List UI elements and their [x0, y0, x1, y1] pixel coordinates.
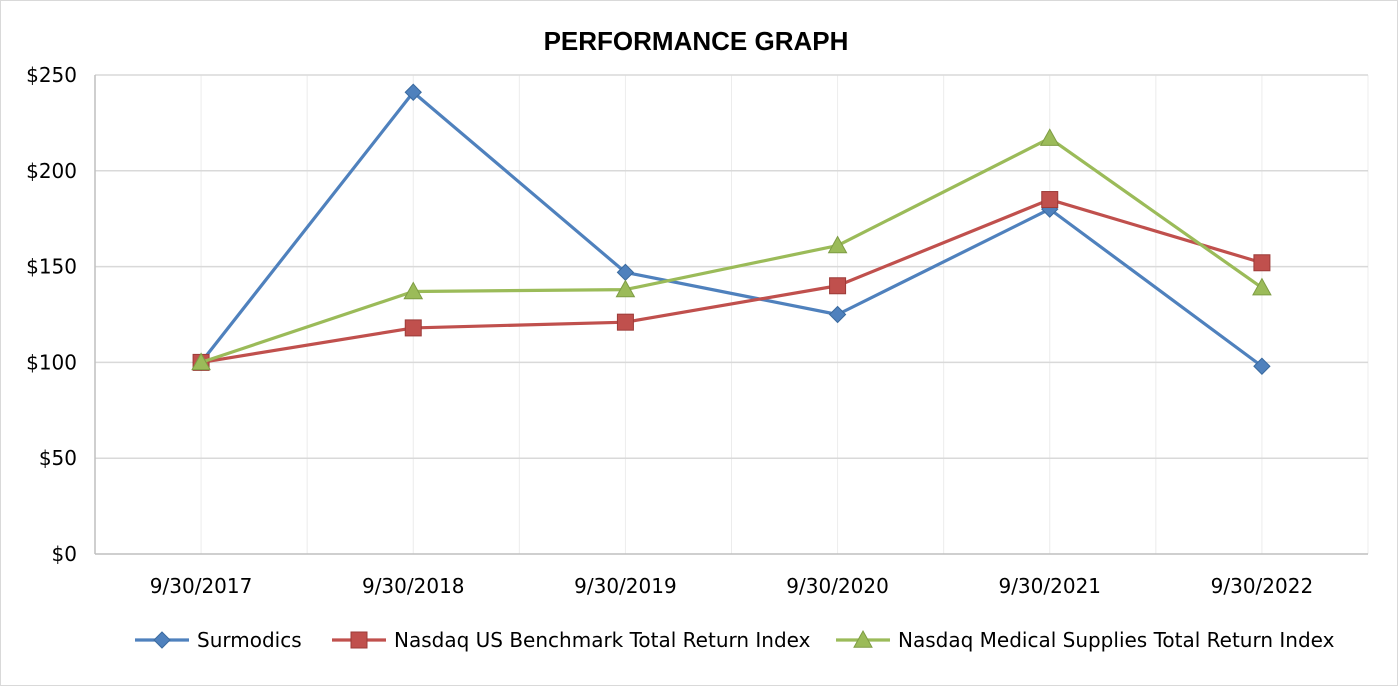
data-point-marker: [616, 313, 634, 331]
legend-entry: Surmodics: [135, 628, 302, 652]
y-tick-label: $50: [39, 446, 77, 470]
data-point-marker: [404, 319, 422, 337]
data-point-marker: [1041, 191, 1059, 209]
data-point-marker: [827, 235, 848, 254]
legend-entry: Nasdaq US Benchmark Total Return Index: [332, 628, 811, 652]
data-point-marker: [1039, 128, 1060, 146]
legend-marker: [350, 631, 368, 649]
series-triangle: [191, 128, 1272, 371]
y-tick-label: $100: [26, 350, 77, 374]
y-tick-label: $200: [26, 159, 77, 183]
legend: Surmodics Nasdaq US Benchmark Total Retur…: [135, 628, 1335, 652]
series-line: [199, 90, 1263, 368]
x-tick-label: 9/30/2019: [574, 574, 677, 598]
data-point-marker: [404, 83, 422, 101]
data-point-marker: [828, 305, 847, 324]
x-tick-label: 9/30/2021: [998, 574, 1101, 598]
axes: $0 $50 $100 $150 $200 $250 9/30/2017 9/30/2018 9…: [26, 63, 1368, 598]
series-line: [200, 197, 1263, 364]
chart-title: PERFORMANCE GRAPH: [544, 26, 849, 56]
y-tick-label: $250: [26, 63, 77, 87]
x-tick-label: 9/30/2018: [362, 574, 465, 598]
x-tick-label: 9/30/2022: [1211, 574, 1314, 598]
data-point-marker: [615, 279, 636, 298]
legend-marker: [153, 631, 171, 649]
series-lines: [191, 83, 1272, 375]
gridlines: [95, 74, 1369, 554]
legend-label: Nasdaq US Benchmark Total Return Index: [394, 628, 811, 652]
data-point-marker: [1252, 277, 1272, 296]
legend-marker: [853, 629, 873, 648]
data-point-marker: [403, 281, 424, 300]
y-tick-label: $150: [26, 255, 77, 279]
x-tick-label: 9/30/2017: [150, 574, 253, 598]
x-tick-label: 9/30/2020: [786, 574, 889, 598]
data-point-marker: [191, 352, 211, 371]
legend-label: Nasdaq Medical Supplies Total Return Ind…: [898, 628, 1335, 652]
legend-entry: Nasdaq Medical Supplies Total Return Ind…: [836, 628, 1335, 652]
series-line: [200, 136, 1263, 364]
data-point-marker: [829, 277, 847, 295]
legend-label: Surmodics: [197, 628, 302, 652]
data-point-marker: [1253, 357, 1271, 375]
data-point-marker: [1253, 254, 1271, 272]
y-tick-label: $0: [52, 542, 77, 566]
